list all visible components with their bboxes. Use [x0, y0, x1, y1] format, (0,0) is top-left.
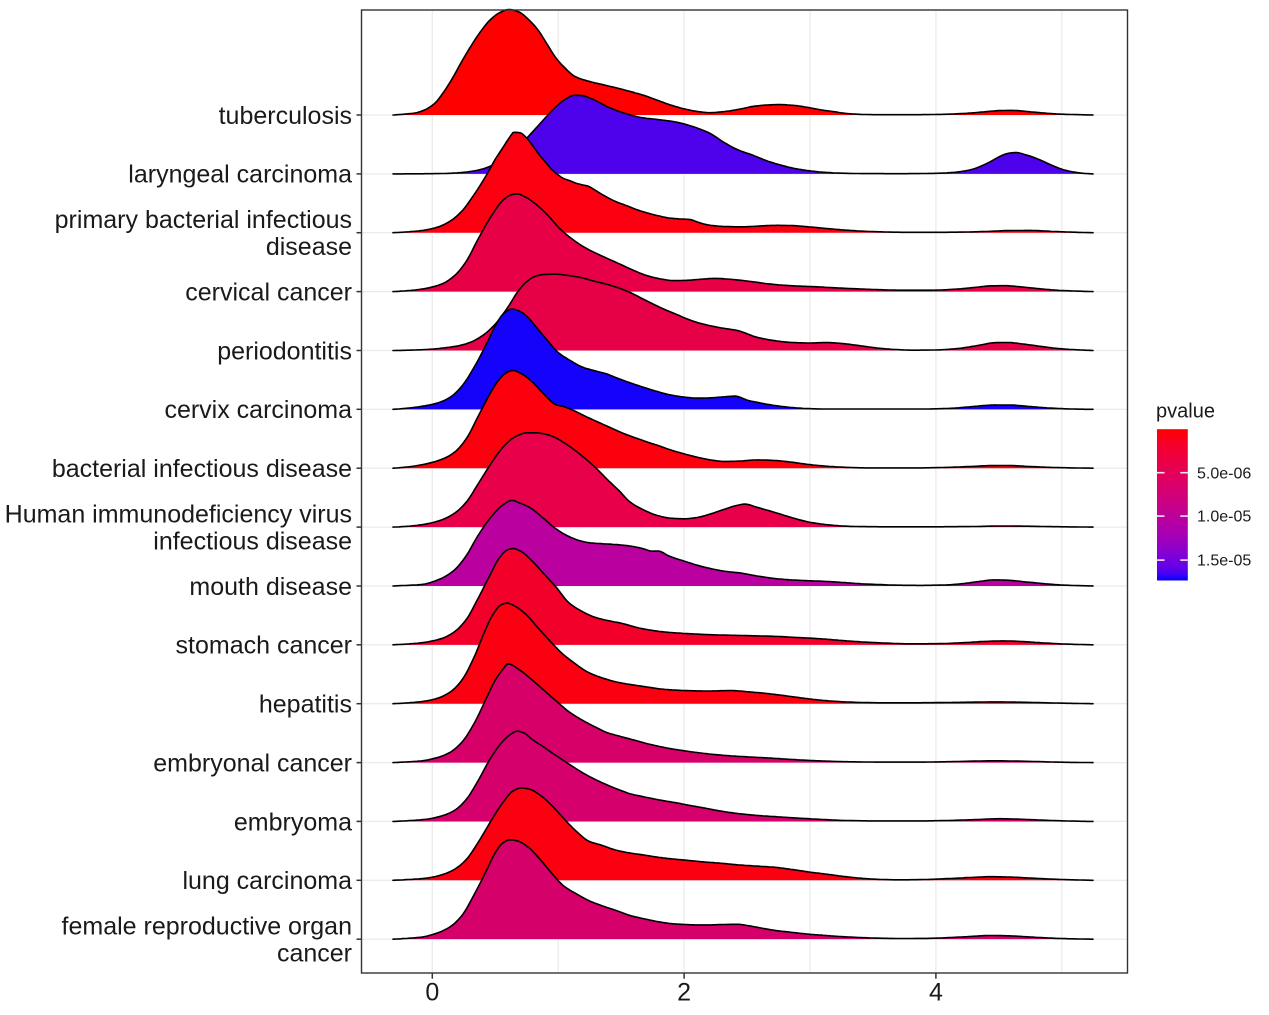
- svg-text:female reproductive organ: female reproductive organ: [62, 913, 352, 941]
- svg-text:0: 0: [425, 979, 439, 1007]
- svg-text:2: 2: [677, 979, 691, 1007]
- svg-text:1.5e-05: 1.5e-05: [1197, 553, 1251, 570]
- svg-text:periodontitis: periodontitis: [217, 337, 352, 365]
- svg-text:embryonal cancer: embryonal cancer: [153, 749, 352, 777]
- svg-text:4: 4: [929, 979, 943, 1007]
- svg-text:cervical cancer: cervical cancer: [185, 279, 352, 307]
- svg-text:5.0e-06: 5.0e-06: [1197, 465, 1251, 482]
- svg-text:Human immunodeficiency virus: Human immunodeficiency virus: [5, 500, 352, 528]
- svg-text:embryoma: embryoma: [234, 808, 352, 836]
- svg-text:cervix carcinoma: cervix carcinoma: [164, 396, 352, 424]
- svg-text:disease: disease: [266, 233, 352, 261]
- svg-text:cancer: cancer: [277, 940, 352, 968]
- svg-text:lung carcinoma: lung carcinoma: [182, 867, 352, 895]
- svg-text:tuberculosis: tuberculosis: [219, 102, 352, 130]
- svg-text:1.0e-05: 1.0e-05: [1197, 509, 1251, 526]
- svg-text:bacterial infectious disease: bacterial infectious disease: [52, 455, 352, 483]
- svg-text:laryngeal carcinoma: laryngeal carcinoma: [128, 161, 352, 189]
- svg-text:primary bacterial infectious: primary bacterial infectious: [55, 206, 352, 234]
- svg-text:hepatitis: hepatitis: [259, 691, 352, 719]
- svg-text:stomach cancer: stomach cancer: [176, 632, 352, 660]
- svg-text:pvalue: pvalue: [1156, 401, 1215, 423]
- svg-text:infectious disease: infectious disease: [153, 528, 352, 556]
- svg-text:mouth disease: mouth disease: [189, 573, 352, 601]
